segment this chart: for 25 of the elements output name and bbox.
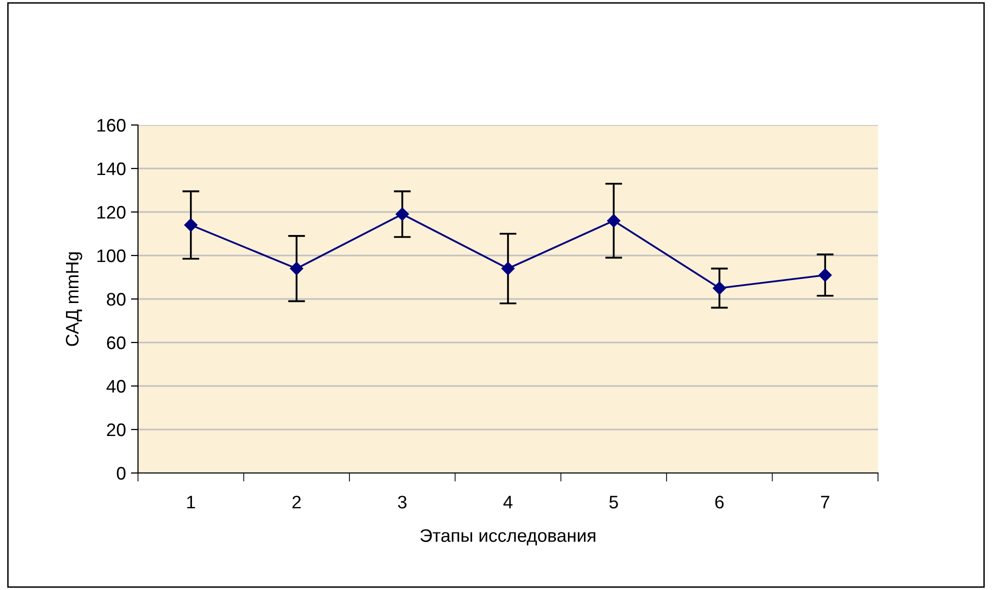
x-tick-label: 7 [821,496,830,508]
point [818,268,832,282]
x-tick-label: 1 [187,496,195,508]
x-tick-label: 4 [503,496,512,508]
point [712,282,726,295]
y-tick-label: 140 [97,162,126,176]
point [607,214,620,228]
y-axis-title: САД mmHg [66,252,82,346]
y-tick-label: 160 [97,118,126,132]
x-tick-label: 6 [715,496,724,508]
y-tick-label: 40 [106,380,126,393]
x-tick-label: 5 [609,496,618,508]
point [184,218,198,232]
y-tick-label: 60 [107,336,126,350]
x-tick-label: 3 [398,496,407,508]
y-tick-label: 80 [106,292,126,306]
point [396,208,409,221]
x-tick-label: 2 [292,496,301,508]
point [501,262,515,276]
point [290,262,304,276]
x-axis-title: Этапы исследования [420,529,596,546]
y-tick-label: 100 [97,249,126,262]
y-tick-label: 0 [116,466,126,480]
y-tick-label: 20 [107,423,126,436]
y-tick-label: 120 [97,206,126,219]
